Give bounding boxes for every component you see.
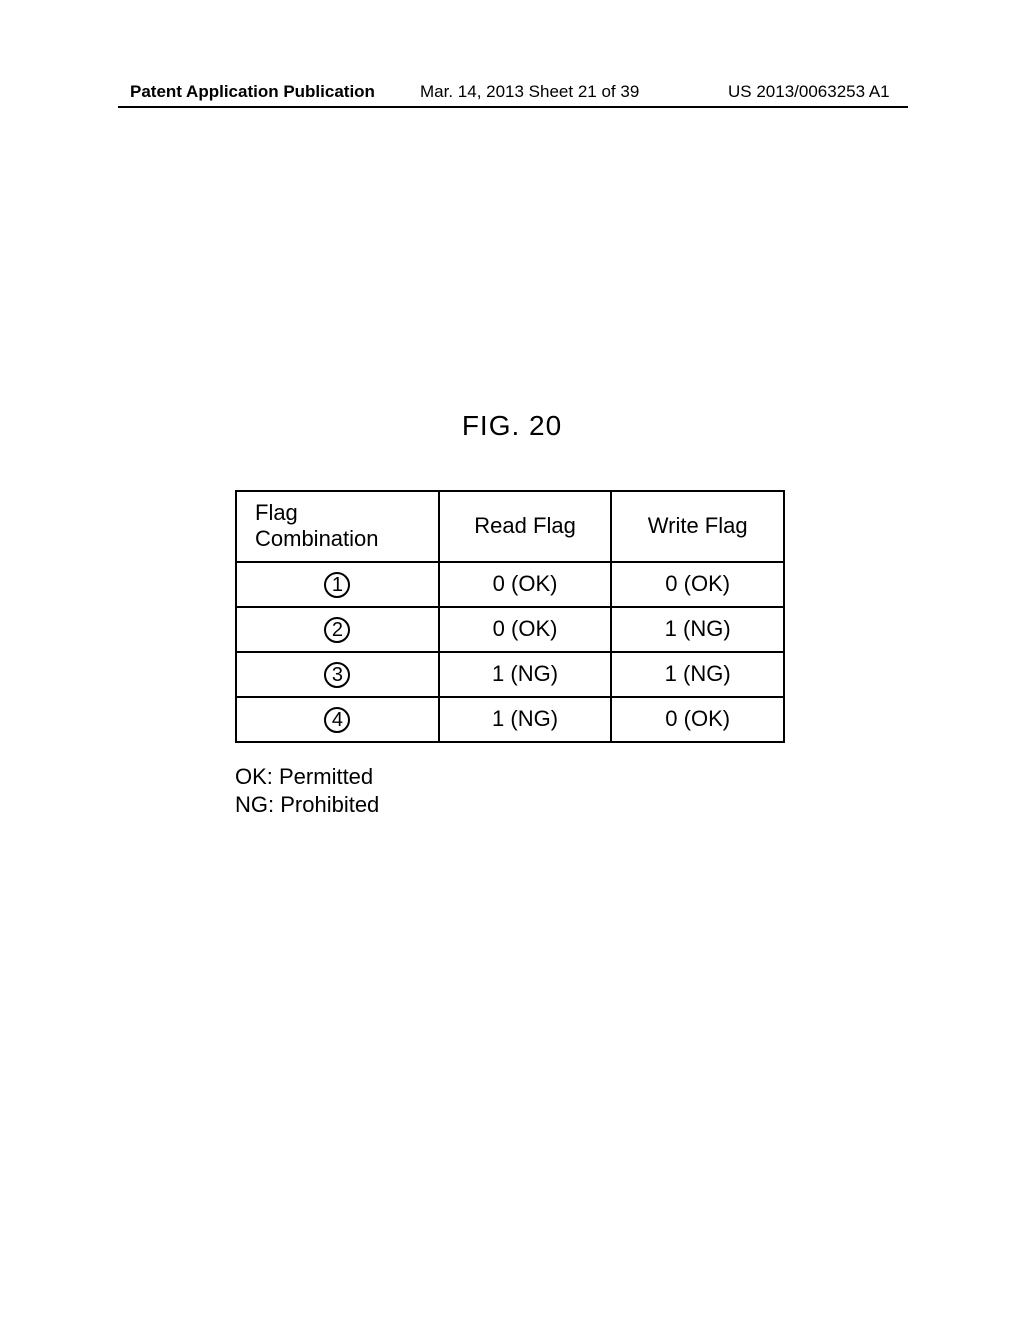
cell-read-flag: 1 (NG) <box>439 652 612 697</box>
figure-title: FIG. 20 <box>0 410 1024 442</box>
circled-number-icon: 1 <box>324 572 350 598</box>
circled-number-icon: 3 <box>324 662 350 688</box>
cell-combination-number: 3 <box>236 652 439 697</box>
table-row: 1 0 (OK) 0 (OK) <box>236 562 784 607</box>
header-date-sheet: Mar. 14, 2013 Sheet 21 of 39 <box>420 82 639 102</box>
cell-read-flag: 0 (OK) <box>439 562 612 607</box>
flag-combination-table: FlagCombination Read Flag Write Flag 1 0… <box>235 490 785 743</box>
legend-ok: OK: Permitted <box>235 763 379 791</box>
table-legend: OK: Permitted NG: Prohibited <box>235 763 379 818</box>
cell-write-flag: 0 (OK) <box>611 562 784 607</box>
column-header-write-flag: Write Flag <box>611 491 784 562</box>
column-header-read-flag: Read Flag <box>439 491 612 562</box>
cell-combination-number: 4 <box>236 697 439 742</box>
circled-number-icon: 2 <box>324 617 350 643</box>
cell-combination-number: 1 <box>236 562 439 607</box>
cell-combination-number: 2 <box>236 607 439 652</box>
table-row: 4 1 (NG) 0 (OK) <box>236 697 784 742</box>
legend-ng: NG: Prohibited <box>235 791 379 819</box>
cell-write-flag: 1 (NG) <box>611 607 784 652</box>
header-patent-number: US 2013/0063253 A1 <box>728 82 890 102</box>
cell-read-flag: 1 (NG) <box>439 697 612 742</box>
page-header: Patent Application Publication Mar. 14, … <box>0 82 1024 102</box>
cell-write-flag: 0 (OK) <box>611 697 784 742</box>
header-publication-type: Patent Application Publication <box>130 82 375 102</box>
circled-number-icon: 4 <box>324 707 350 733</box>
cell-write-flag: 1 (NG) <box>611 652 784 697</box>
column-header-flag-combination: FlagCombination <box>236 491 439 562</box>
header-divider <box>118 106 908 108</box>
table-row: 2 0 (OK) 1 (NG) <box>236 607 784 652</box>
table-row: 3 1 (NG) 1 (NG) <box>236 652 784 697</box>
cell-read-flag: 0 (OK) <box>439 607 612 652</box>
